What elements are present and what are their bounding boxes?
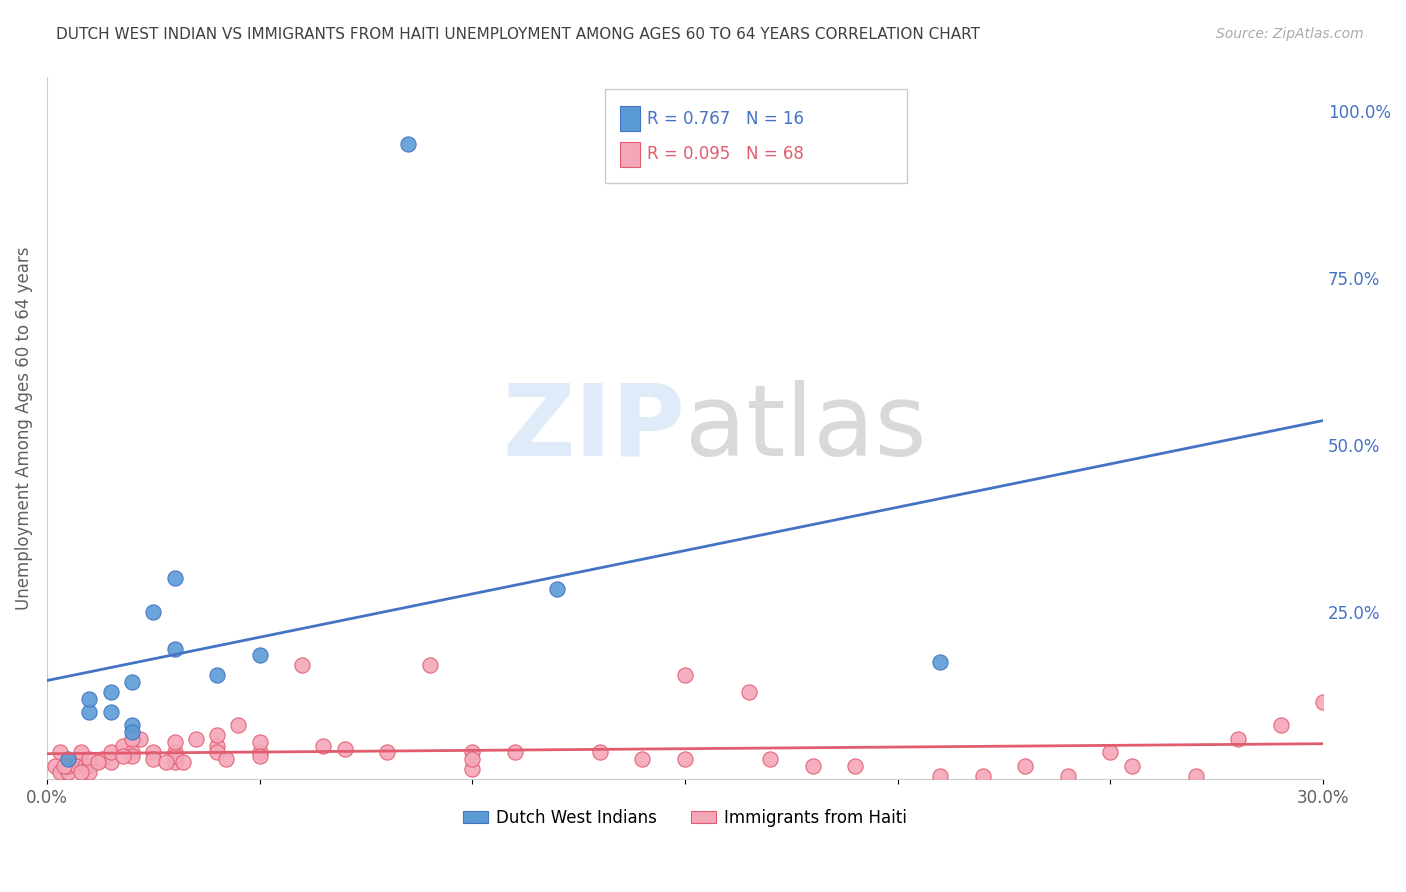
Point <box>163 735 186 749</box>
Point <box>929 655 952 669</box>
Point <box>79 765 101 780</box>
Point <box>205 739 228 753</box>
Point <box>1184 768 1206 782</box>
Point <box>759 752 782 766</box>
Point <box>121 745 143 759</box>
Point <box>1057 768 1080 782</box>
Point <box>121 748 143 763</box>
Point <box>112 739 135 753</box>
Point <box>228 718 250 732</box>
Point <box>1270 718 1292 732</box>
Point <box>461 752 484 766</box>
Legend: Dutch West Indians, Immigrants from Haiti: Dutch West Indians, Immigrants from Hait… <box>457 803 914 834</box>
Point <box>100 756 122 770</box>
Point <box>112 748 135 763</box>
Point <box>79 691 101 706</box>
Point <box>333 742 356 756</box>
Point <box>79 758 101 772</box>
Point <box>163 745 186 759</box>
Point <box>375 745 398 759</box>
Point <box>972 768 994 782</box>
Point <box>184 731 207 746</box>
Point <box>91 752 114 766</box>
Point <box>163 572 186 586</box>
Point <box>79 705 101 719</box>
Point <box>249 745 271 759</box>
Point <box>48 765 70 780</box>
Y-axis label: Unemployment Among Ages 60 to 64 years: Unemployment Among Ages 60 to 64 years <box>15 246 32 610</box>
Point <box>461 745 484 759</box>
Point <box>249 748 271 763</box>
Point <box>929 768 952 782</box>
Point <box>121 675 143 690</box>
Point <box>66 758 89 772</box>
Point <box>205 729 228 743</box>
Point <box>121 731 143 746</box>
Point <box>79 752 101 766</box>
Point <box>589 745 612 759</box>
Text: R = 0.095   N = 68: R = 0.095 N = 68 <box>647 145 804 163</box>
Point <box>121 718 143 732</box>
Point <box>1014 758 1036 772</box>
Point <box>205 745 228 759</box>
Text: R = 0.767   N = 16: R = 0.767 N = 16 <box>647 110 804 128</box>
Point <box>738 685 761 699</box>
Point <box>66 752 89 766</box>
Point <box>155 756 177 770</box>
Point <box>48 745 70 759</box>
Point <box>142 605 165 619</box>
Point <box>801 758 824 772</box>
Point <box>100 745 122 759</box>
Point <box>503 745 526 759</box>
Point <box>52 758 75 772</box>
Text: DUTCH WEST INDIAN VS IMMIGRANTS FROM HAITI UNEMPLOYMENT AMONG AGES 60 TO 64 YEAR: DUTCH WEST INDIAN VS IMMIGRANTS FROM HAI… <box>56 27 980 42</box>
Point <box>44 758 66 772</box>
Point <box>291 658 314 673</box>
Point <box>70 745 93 759</box>
Point <box>1121 758 1143 772</box>
Point <box>163 641 186 656</box>
Point <box>546 582 568 596</box>
Point <box>75 758 97 772</box>
Point <box>142 745 165 759</box>
Point <box>205 668 228 682</box>
Point <box>87 756 110 770</box>
Text: Source: ZipAtlas.com: Source: ZipAtlas.com <box>1216 27 1364 41</box>
Point <box>121 725 143 739</box>
Point <box>1099 745 1122 759</box>
Point <box>142 752 165 766</box>
Point <box>312 739 335 753</box>
Point <box>1312 695 1334 709</box>
Point <box>631 752 654 766</box>
Point <box>398 137 420 152</box>
Point <box>129 731 152 746</box>
Point <box>249 648 271 663</box>
Point <box>214 752 236 766</box>
Point <box>100 685 122 699</box>
Point <box>163 748 186 763</box>
Text: ZIP: ZIP <box>502 380 685 476</box>
Point <box>56 758 79 772</box>
Point <box>249 735 271 749</box>
Point <box>56 752 79 766</box>
Point <box>172 756 194 770</box>
Point <box>163 756 186 770</box>
Point <box>100 705 122 719</box>
Point <box>673 668 696 682</box>
Point <box>844 758 866 772</box>
Point <box>1227 731 1250 746</box>
Point <box>56 765 79 780</box>
Text: atlas: atlas <box>685 380 927 476</box>
Point <box>70 765 93 780</box>
Point <box>673 752 696 766</box>
Point <box>461 762 484 776</box>
Point <box>419 658 441 673</box>
